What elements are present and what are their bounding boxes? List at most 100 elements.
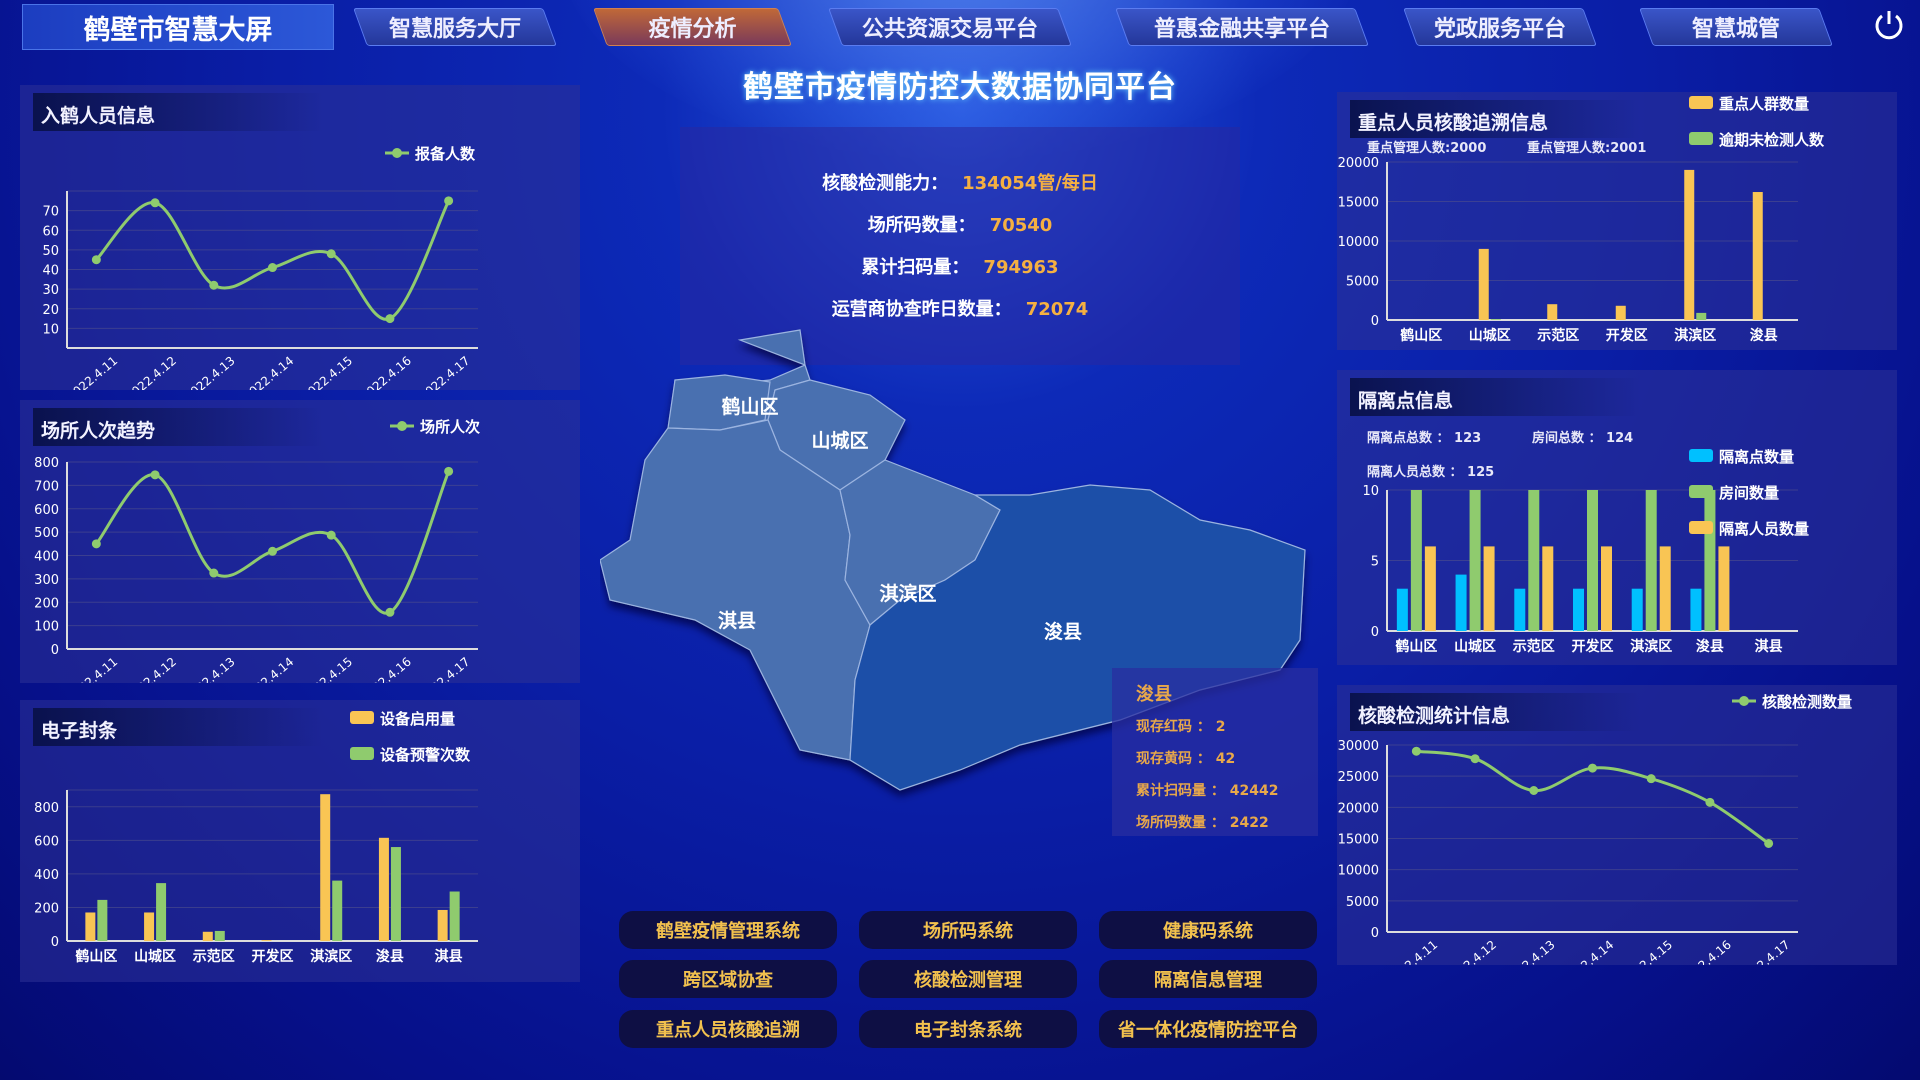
bar xyxy=(1490,319,1501,320)
bar xyxy=(1690,588,1702,631)
y-tick-label: 10 xyxy=(42,322,59,337)
data-point xyxy=(385,607,395,617)
x-tick-label: 2022.4.14 xyxy=(1561,938,1617,965)
panel-key-people-tracing: 0 5000 10000 15000 20000 鹤山区 山城区 示范区 开发区 淇滨区 浚县 重点人… xyxy=(1337,92,1897,350)
bar xyxy=(1631,588,1643,631)
tab-party-gov[interactable]: 党政服务平台 xyxy=(1403,8,1597,46)
bar xyxy=(1514,588,1526,631)
bar xyxy=(1528,490,1540,631)
y-tick-label: 10 xyxy=(1362,484,1379,499)
bar xyxy=(97,899,108,941)
x-tick-label: 开发区 xyxy=(1572,638,1614,655)
x-tick-label: 2022.4.15 xyxy=(1619,938,1675,965)
legend-label: 重点人群数量 xyxy=(1719,95,1809,113)
tab-epidemic-analysis[interactable]: 疫情分析 xyxy=(593,8,792,46)
panel-subtitle: 重点管理人数:2001 xyxy=(1527,140,1646,156)
bar xyxy=(1483,546,1495,631)
map-region-xunxian[interactable] xyxy=(849,484,1306,791)
legend-swatch xyxy=(397,421,407,431)
panel-title: 场所人次趋势 xyxy=(33,408,323,446)
x-tick-label: 浚县 xyxy=(376,948,404,965)
summary-label: 运营商协查昨日数量： xyxy=(831,299,1012,320)
y-tick-label: 30 xyxy=(42,283,59,298)
y-tick-label: 70 xyxy=(42,205,59,220)
x-tick-label: 2022.4.14 xyxy=(241,655,297,683)
summary-row: 核酸检测能力： 134054管/每日 xyxy=(680,169,1240,195)
bar xyxy=(1573,588,1584,631)
bar xyxy=(1424,546,1436,631)
panel-subtitle: 重点管理人数:2000 xyxy=(1367,140,1486,156)
tab-city-management[interactable]: 智慧城管 xyxy=(1639,8,1833,46)
y-tick-label: 700 xyxy=(34,479,59,494)
data-point xyxy=(91,539,101,549)
legend-swatch xyxy=(392,148,402,158)
system-button[interactable]: 核酸检测管理 xyxy=(859,960,1077,998)
tab-public-resource[interactable]: 公共资源交易平台 xyxy=(828,8,1072,46)
data-point xyxy=(1588,763,1597,773)
power-icon[interactable] xyxy=(1872,8,1906,42)
data-point xyxy=(1411,746,1421,756)
summary-label: 累计扫码量： xyxy=(861,257,970,278)
y-tick-label: 10000 xyxy=(1338,864,1379,879)
e-seal-chart: 0 200 400 600 800 鹤山区 山城区 示范区 开发区 淇滨区 浚县 淇县 设备启用量设备预… xyxy=(34,710,478,965)
system-button[interactable]: 健康码系统 xyxy=(1099,911,1317,949)
x-tick-label: 2022.4.12 xyxy=(123,354,179,390)
page-title: 鹤壁市疫情防控大数据协同平台 xyxy=(743,70,1177,105)
panel-venue-trend: 0 100 200 300 400 500 600 700 800 2022.4.11 2022.4… xyxy=(20,400,580,683)
panel-e-seal: 0 200 400 600 800 鹤山区 山城区 示范区 开发区 淇滨区 浚县 淇县 设备启用量 设备预… xyxy=(20,700,580,982)
tab-finance[interactable]: 普惠金融共享平台 xyxy=(1115,8,1369,46)
bar xyxy=(437,909,448,941)
bar xyxy=(320,794,331,941)
system-button[interactable]: 场所码系统 xyxy=(859,911,1077,949)
panel-subtitle: 隔离点总数 ： 123 xyxy=(1367,430,1481,446)
x-tick-label: 示范区 xyxy=(1513,638,1555,655)
summary-box[interactable]: 核酸检测能力： 134054管/每日 场所码数量： 70540 累计扫码量： 7949… xyxy=(680,127,1240,365)
panel-title: 电子封条 xyxy=(33,708,323,746)
system-button[interactable]: 跨区域协查 xyxy=(619,960,837,998)
x-tick-label: 浚县 xyxy=(1750,327,1778,344)
panel-title: 重点人员核酸追溯信息 xyxy=(1350,100,1640,138)
system-button[interactable]: 电子封条系统 xyxy=(859,1010,1077,1048)
legend-swatch xyxy=(350,747,374,760)
x-tick-label: 2022.4.12 xyxy=(123,655,179,683)
y-tick-label: 10000 xyxy=(1338,235,1379,250)
legend-swatch xyxy=(1739,696,1749,706)
bar xyxy=(1478,248,1489,320)
y-tick-label: 0 xyxy=(1371,926,1379,941)
x-tick-label: 2022.4.17 xyxy=(417,354,473,390)
legend-label: 隔离人员数量 xyxy=(1719,520,1809,538)
legend-swatch xyxy=(1689,96,1713,109)
bar xyxy=(378,837,389,941)
tab-service-hall[interactable]: 智慧服务大厅 xyxy=(353,8,557,46)
legend-swatch xyxy=(1689,449,1713,462)
data-point xyxy=(91,255,101,265)
bar xyxy=(1542,546,1554,631)
y-tick-label: 40 xyxy=(42,264,59,279)
x-tick-label: 2022.4.17 xyxy=(1737,938,1793,965)
system-button[interactable]: 鹤壁疫情管理系统 xyxy=(619,911,837,949)
x-tick-label: 2022.4.16 xyxy=(358,354,414,390)
summary-row: 运营商协查昨日数量： 72074 xyxy=(680,295,1240,321)
data-point xyxy=(1646,774,1656,784)
y-tick-label: 400 xyxy=(34,550,59,565)
map-label: 淇县 xyxy=(718,609,756,632)
data-point xyxy=(268,263,277,273)
tab-label: 疫情分析 xyxy=(648,17,737,42)
y-tick-label: 60 xyxy=(42,224,59,239)
legend-swatch xyxy=(350,711,374,724)
x-tick-label: 山城区 xyxy=(1454,638,1496,655)
x-tick-label: 山城区 xyxy=(1469,327,1511,344)
panel-subtitle: 隔离人员总数 ： 125 xyxy=(1367,464,1494,480)
tab-label: 党政服务平台 xyxy=(1433,17,1566,42)
system-button[interactable]: 省一体化疫情防控平台 xyxy=(1099,1010,1317,1048)
panel-incoming-people: 10 20 30 40 50 60 70 2022.4.11 2022.4.12 2022.4.1… xyxy=(20,85,580,390)
panel-title: 核酸检测统计信息 xyxy=(1350,693,1640,731)
system-button[interactable]: 重点人员核酸追溯 xyxy=(619,1010,837,1048)
legend-label: 设备启用量 xyxy=(380,710,455,728)
system-button[interactable]: 隔离信息管理 xyxy=(1099,960,1317,998)
data-point xyxy=(209,280,219,290)
x-tick-label: 2022.4.15 xyxy=(299,655,355,683)
panel-title: 隔离点信息 xyxy=(1350,378,1640,416)
